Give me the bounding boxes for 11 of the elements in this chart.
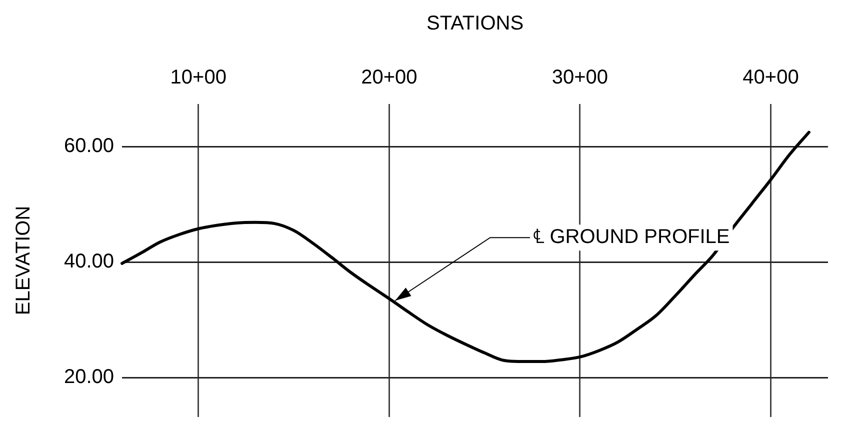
y-tick-label: 40.00 (64, 250, 114, 273)
x-tick-label: 40+00 (742, 66, 799, 89)
x-tick-label: 30+00 (552, 66, 608, 89)
y-tick-label: 60.00 (64, 135, 114, 158)
line-series (120, 130, 810, 364)
x-tick-label: 10+00 (170, 66, 226, 89)
y-axis-title: ELEVATION (12, 206, 35, 316)
y-tick-label: 20.00 (64, 366, 114, 388)
annotation: ℄ GROUND PROFILE (533, 226, 730, 248)
x-axis-title: STATIONS (426, 12, 524, 35)
x-tick-label: 20+00 (361, 66, 418, 89)
